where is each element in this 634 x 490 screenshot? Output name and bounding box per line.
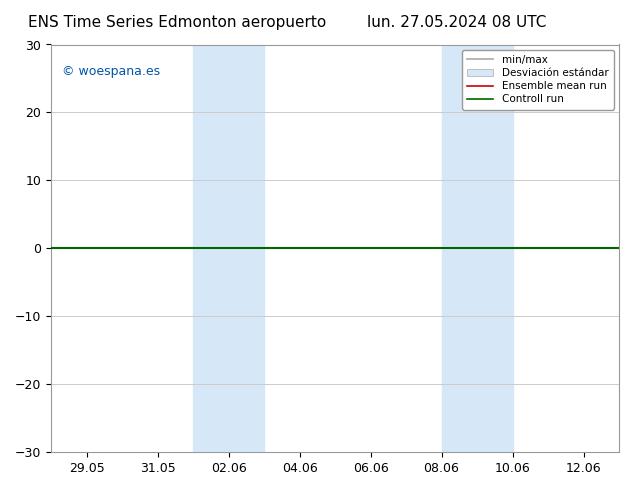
Text: © woespana.es: © woespana.es (63, 65, 160, 78)
Bar (193, 45, 264, 452)
Bar (441, 45, 512, 452)
Text: ENS Time Series Edmonton aeropuerto: ENS Time Series Edmonton aeropuerto (29, 15, 327, 30)
Legend: min/max, Desviación estándar, Ensemble mean run, Controll run: min/max, Desviación estándar, Ensemble m… (462, 49, 614, 109)
Text: lun. 27.05.2024 08 UTC: lun. 27.05.2024 08 UTC (367, 15, 546, 30)
